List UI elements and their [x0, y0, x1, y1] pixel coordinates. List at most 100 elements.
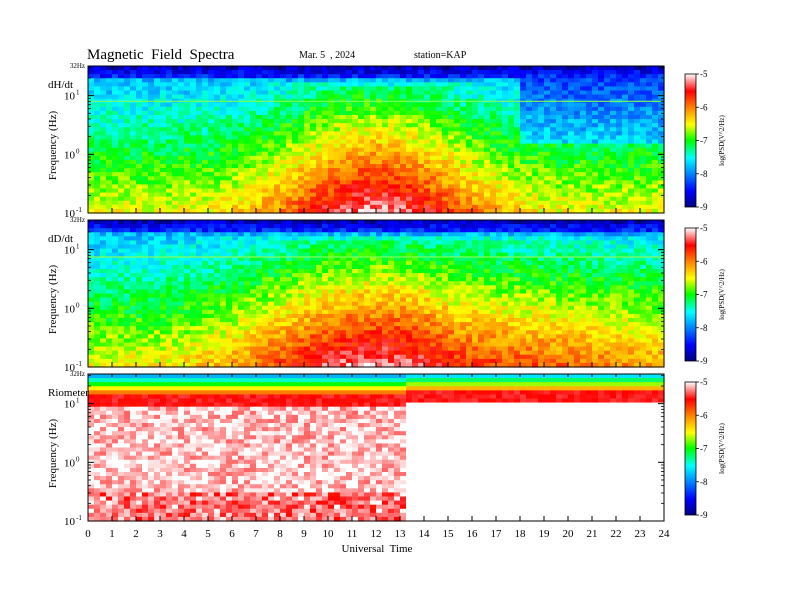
spectrogram-cell — [274, 322, 281, 327]
spectrogram-cell — [118, 184, 125, 190]
spectrogram-cell — [376, 131, 383, 137]
spectrogram-cell — [226, 252, 233, 258]
spectrogram-cell — [250, 164, 257, 169]
spectrogram-cell — [166, 164, 173, 169]
spectrogram-cell — [190, 78, 197, 83]
spectrogram-cell — [448, 110, 455, 116]
spectrogram-cell — [592, 143, 599, 149]
spectrogram-cell — [220, 188, 227, 194]
spectrogram-cell — [412, 155, 419, 161]
spectrogram-cell — [622, 204, 629, 210]
spectrogram-cell — [382, 143, 389, 149]
spectrogram-cell — [112, 220, 119, 225]
spectrogram-cell — [190, 220, 197, 225]
spectrogram-cell — [556, 196, 563, 202]
spectrogram-cell — [154, 115, 161, 120]
spectrogram-cell — [148, 184, 155, 190]
spectrogram-cell — [202, 318, 209, 323]
spectrogram-cell — [262, 252, 269, 258]
spectrogram-cell — [634, 176, 641, 181]
spectrogram-cell — [286, 135, 293, 141]
spectrogram-cell — [646, 204, 653, 210]
spectrogram-cell — [538, 123, 545, 128]
spectrogram-cell — [250, 204, 257, 210]
spectrogram-cell — [292, 362, 299, 368]
spectrogram-cell — [94, 176, 101, 181]
spectrogram-cell — [448, 123, 455, 128]
spectrogram-cell — [160, 350, 167, 356]
spectrogram-cell — [196, 139, 203, 145]
spectrogram-cell — [304, 82, 311, 88]
spectrogram-cell — [214, 102, 221, 108]
spectrogram-cell — [172, 176, 179, 181]
spectrogram-cell — [604, 86, 611, 92]
spectrogram-cell — [244, 318, 251, 323]
spectrogram-cell — [136, 180, 143, 186]
spectrogram-cell — [532, 86, 539, 92]
spectrogram-cell — [388, 78, 395, 83]
spectrogram-cell — [130, 285, 137, 291]
spectrogram-cell — [298, 260, 305, 266]
spectrogram-cell — [424, 82, 431, 88]
spectrogram-cell — [220, 196, 227, 202]
spectrogram-cell — [316, 260, 323, 266]
spectrogram-cell — [448, 82, 455, 88]
spectrogram-cell — [238, 78, 245, 83]
spectrogram-cell — [100, 228, 107, 233]
spectrogram-cell — [442, 188, 449, 194]
spectrogram-cell — [640, 184, 647, 190]
spectrogram-cell — [238, 164, 245, 169]
spectrogram-cell — [142, 297, 149, 303]
spectrogram-cell — [550, 86, 557, 92]
spectrogram-cell — [208, 252, 215, 258]
spectrogram-cell — [244, 264, 251, 270]
spectrogram-cell — [106, 110, 113, 116]
spectrogram-cell — [466, 192, 473, 198]
spectrogram-cell — [250, 264, 257, 270]
spectrogram-cell — [334, 155, 341, 161]
spectrogram-cell — [88, 86, 95, 92]
spectrogram-cell — [472, 176, 479, 181]
spectrogram-cell — [622, 74, 629, 79]
spectrogram-cell — [298, 147, 305, 153]
spectrogram-cell — [244, 94, 251, 100]
spectrogram-cell — [160, 90, 167, 96]
spectrogram-cell — [484, 196, 491, 202]
spectrogram-cell — [298, 188, 305, 194]
spectrogram-cell — [502, 74, 509, 79]
spectrogram-cell — [274, 330, 281, 335]
spectrogram-cell — [574, 66, 581, 71]
spectrogram-cell — [214, 248, 221, 254]
spectrogram-cell — [640, 74, 647, 79]
spectrogram-cell — [244, 90, 251, 96]
spectrogram-cell — [316, 106, 323, 112]
spectrogram-cell — [322, 200, 329, 206]
spectrogram-cell — [232, 164, 239, 169]
spectrogram-cell — [328, 172, 335, 177]
spectrogram-cell — [244, 293, 251, 299]
spectrogram-cell — [112, 176, 119, 181]
spectrogram-cell — [478, 119, 485, 124]
spectrogram-cell — [232, 119, 239, 124]
spectrogram-cell — [352, 164, 359, 169]
spectrogram-cell — [232, 70, 239, 75]
spectrogram-cell — [622, 184, 629, 190]
spectrogram-cell — [484, 188, 491, 194]
spectrogram-cell — [124, 172, 131, 177]
spectrogram-cell — [538, 208, 545, 214]
spectrogram-cell — [148, 131, 155, 137]
spectrogram-cell — [94, 318, 101, 323]
spectrogram-cell — [208, 220, 215, 225]
spectrogram-cell — [496, 131, 503, 137]
spectrogram-cell — [322, 123, 329, 128]
spectrogram-cell — [406, 135, 413, 141]
spectrogram-cell — [604, 102, 611, 108]
spectrogram-cell — [166, 358, 173, 364]
spectrogram-cell — [406, 123, 413, 128]
spectrogram-cell — [544, 184, 551, 190]
spectrogram-cell — [364, 90, 371, 96]
spectrogram-cell — [274, 273, 281, 278]
spectrogram-cell — [364, 94, 371, 100]
spectrogram-cell — [550, 102, 557, 108]
spectrogram-cell — [172, 70, 179, 75]
